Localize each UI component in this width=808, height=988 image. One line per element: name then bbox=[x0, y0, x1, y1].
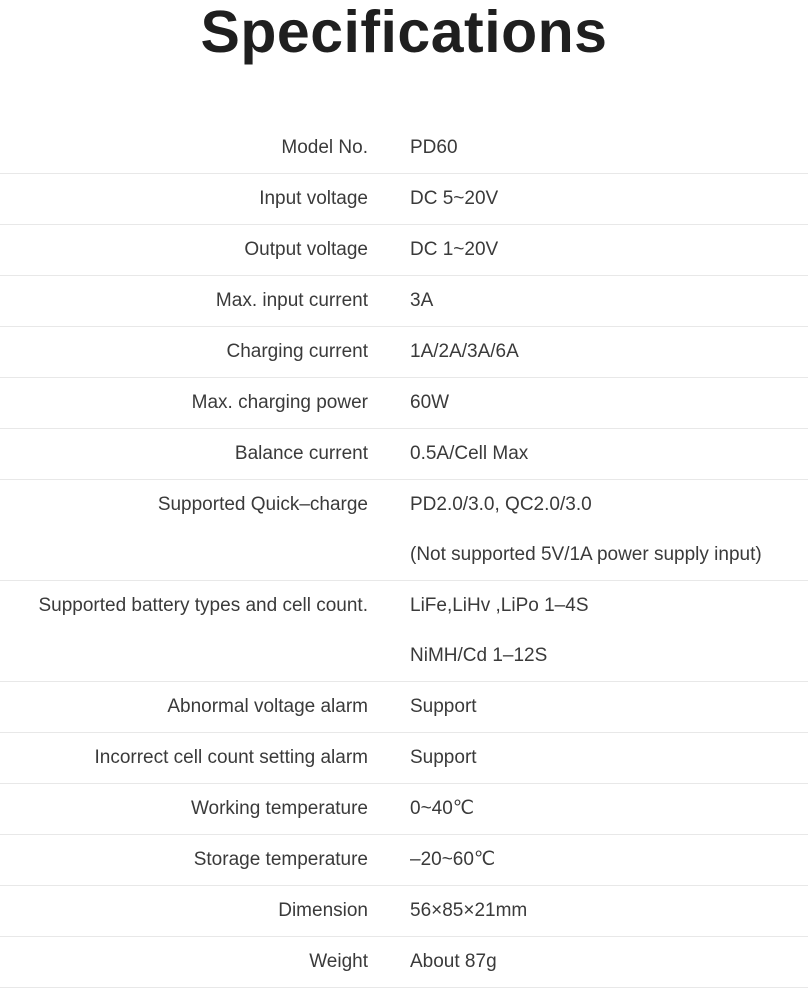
spec-label: Output voltage bbox=[244, 239, 368, 260]
spec-value: 1A/2A/3A/6A bbox=[410, 341, 519, 362]
spec-value: Support bbox=[410, 696, 477, 717]
spec-label: Charging current bbox=[226, 341, 368, 362]
table-row: Storage temperature –20~60℃ bbox=[0, 835, 808, 886]
table-row: Incorrect cell count setting alarm Suppo… bbox=[0, 733, 808, 784]
spec-value: 56×85×21mm bbox=[410, 900, 528, 921]
table-row: Charging current 1A/2A/3A/6A bbox=[0, 327, 808, 378]
spec-values: About 87g bbox=[410, 937, 808, 987]
spec-values: PD2.0/3.0, QC2.0/3.0 (Not supported 5V/1A… bbox=[410, 480, 808, 580]
page-title: Specifications bbox=[200, 0, 608, 65]
spec-value: 0~40℃ bbox=[410, 798, 475, 819]
spec-values: DC 1~20V bbox=[410, 225, 808, 275]
spec-label: Input voltage bbox=[259, 188, 368, 209]
spec-values: 3A bbox=[410, 276, 808, 326]
table-row: Balance current 0.5A/Cell Max bbox=[0, 429, 808, 480]
table-row: Supported Quick–charge PD2.0/3.0, QC2.0/… bbox=[0, 480, 808, 581]
spec-label: Abnormal voltage alarm bbox=[167, 696, 368, 717]
spec-values: 60W bbox=[410, 378, 808, 428]
table-row: Dimension 56×85×21mm bbox=[0, 886, 808, 937]
spec-label: Storage temperature bbox=[193, 849, 368, 870]
spec-label: Weight bbox=[309, 951, 368, 972]
spec-value: 0.5A/Cell Max bbox=[410, 443, 529, 464]
table-row: Abnormal voltage alarm Support bbox=[0, 682, 808, 733]
table-row: Output voltage DC 1~20V bbox=[0, 225, 808, 276]
spec-values: –20~60℃ bbox=[410, 835, 808, 885]
spec-value: PD2.0/3.0, QC2.0/3.0 bbox=[410, 494, 592, 515]
spec-value: Support bbox=[410, 747, 477, 768]
table-row: Working temperature 0~40℃ bbox=[0, 784, 808, 835]
table-row: Supported battery types and cell count. … bbox=[0, 581, 808, 682]
table-row: Input voltage DC 5~20V bbox=[0, 174, 808, 225]
table-row: Weight About 87g bbox=[0, 937, 808, 988]
spec-label: Supported battery types and cell count. bbox=[38, 595, 368, 616]
spec-values: 56×85×21mm bbox=[410, 886, 808, 936]
spec-values: PD60 bbox=[410, 123, 808, 173]
spec-values: 0~40℃ bbox=[410, 784, 808, 834]
spec-value: 60W bbox=[410, 392, 450, 413]
spec-label: Balance current bbox=[234, 443, 368, 464]
spec-value: 3A bbox=[410, 290, 434, 311]
spec-value: LiFe,LiHv ,LiPo 1–4S bbox=[410, 595, 589, 616]
spec-values: Support bbox=[410, 682, 808, 732]
spec-values: DC 5~20V bbox=[410, 174, 808, 224]
spec-label: Supported Quick–charge bbox=[157, 494, 368, 515]
spec-value: NiMH/Cd 1–12S bbox=[410, 645, 548, 666]
spec-value: –20~60℃ bbox=[410, 849, 496, 870]
spec-label: Model No. bbox=[281, 137, 368, 158]
table-row: Max. input current 3A bbox=[0, 276, 808, 327]
spec-value: About 87g bbox=[410, 951, 497, 972]
table-row: Model No. PD60 bbox=[0, 123, 808, 174]
spec-label: Dimension bbox=[278, 900, 368, 921]
spec-value: PD60 bbox=[410, 137, 458, 158]
spec-values: 0.5A/Cell Max bbox=[410, 429, 808, 479]
spec-values: LiFe,LiHv ,LiPo 1–4S NiMH/Cd 1–12S bbox=[410, 581, 808, 681]
spec-label: Working temperature bbox=[190, 798, 368, 819]
spec-values: Support bbox=[410, 733, 808, 783]
spec-label: Max. charging power bbox=[191, 392, 368, 413]
spec-value: DC 1~20V bbox=[410, 239, 499, 260]
spec-value: DC 5~20V bbox=[410, 188, 499, 209]
specifications-table: Model No. PD60 Input voltage DC 5~20V Ou… bbox=[0, 123, 808, 988]
spec-label: Max. input current bbox=[215, 290, 368, 311]
spec-values: 1A/2A/3A/6A bbox=[410, 327, 808, 377]
spec-value: (Not supported 5V/1A power supply input) bbox=[410, 544, 762, 565]
table-row: Max. charging power 60W bbox=[0, 378, 808, 429]
spec-label: Incorrect cell count setting alarm bbox=[94, 747, 368, 768]
